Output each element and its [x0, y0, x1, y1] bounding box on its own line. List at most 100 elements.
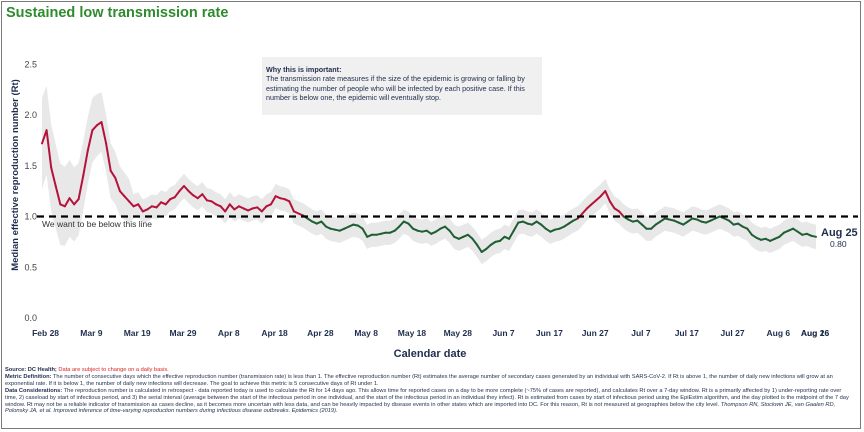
series-segment — [105, 142, 112, 172]
x-tick-label: Jul 7 — [631, 328, 651, 338]
series-segment — [361, 227, 369, 238]
metric-text: The number of consecutive days which the… — [5, 373, 833, 387]
series-segment — [137, 203, 144, 213]
x-tick-label: Jul 17 — [675, 328, 699, 338]
series-segment — [444, 225, 451, 232]
citation: Thompson RN, Stockwin JE, van Gaalen RD,… — [5, 401, 836, 415]
y-tick-label: 2.5 — [24, 59, 37, 69]
x-tick-label: Feb 28 — [32, 328, 59, 338]
source-note: Data are subject to change on a daily ba… — [58, 367, 169, 373]
x-tick-label: Apr 8 — [218, 328, 240, 338]
series-segment — [586, 203, 593, 210]
series-segment — [219, 205, 227, 213]
info-box-heading: Why this is important: — [266, 65, 342, 74]
data-text: The reproduction number is calculated in… — [5, 387, 849, 408]
data-label: Data Considerations: — [5, 387, 63, 394]
source-label: Source: DC Health; — [5, 367, 57, 373]
series-segment — [77, 174, 85, 201]
series-segment — [288, 200, 295, 213]
series-segment — [320, 220, 327, 228]
chart-footer: Source: DC Health; Data are subject to c… — [5, 367, 855, 415]
y-tick-label: 1.0 — [24, 212, 37, 222]
series-segment — [63, 197, 71, 208]
x-tick-label: May 18 — [398, 328, 427, 338]
series-segment — [590, 199, 598, 206]
series-segment — [810, 234, 817, 238]
series-segment — [650, 223, 657, 230]
series-segment — [595, 195, 602, 202]
x-tick-label: Aug 16 — [801, 328, 830, 338]
last-value-label: 0.80 — [830, 239, 847, 249]
series-segment — [270, 195, 277, 206]
series-segment — [448, 229, 456, 238]
info-box-body: The transmission rate measures if the si… — [266, 74, 525, 103]
series-segment — [636, 219, 643, 226]
last-date-label: Aug 25 — [821, 227, 858, 239]
series-segment — [256, 206, 263, 213]
series-segment — [41, 129, 48, 145]
series-segment — [155, 201, 163, 209]
series-segment — [196, 193, 204, 200]
series-segment — [512, 221, 520, 232]
chart-title: Sustained low transmission rate — [6, 5, 229, 21]
series-segment — [260, 205, 268, 213]
series-segment — [778, 231, 785, 238]
x-tick-label: Aug 6 — [767, 328, 791, 338]
x-tick-label: Apr 18 — [261, 328, 288, 338]
series-segment — [618, 210, 625, 218]
series-segment — [100, 121, 108, 145]
series-segment — [641, 223, 648, 230]
x-axis-title: Calendar date — [394, 348, 467, 360]
series-segment — [50, 166, 57, 187]
metric-label: Metric Definition: — [5, 373, 52, 380]
series-segment — [746, 227, 753, 236]
confidence-ribbon-layer — [42, 85, 816, 265]
series-segment — [73, 198, 80, 206]
series-segment — [471, 237, 479, 246]
series-segment — [164, 198, 172, 206]
x-tick-label: Aug 26 — [801, 328, 830, 338]
series-segment — [118, 190, 126, 198]
x-tick-label: Mar 29 — [170, 328, 197, 338]
y-tick-label: 1.5 — [24, 161, 37, 171]
footer-data: Data Considerations: The reproduction nu… — [5, 388, 855, 416]
series-segment — [54, 185, 62, 206]
series-segment — [91, 124, 98, 132]
x-tick-label: Apr 28 — [307, 328, 334, 338]
series-segment — [599, 190, 607, 198]
x-tick-label: Mar 19 — [124, 328, 151, 338]
series-segment — [123, 195, 130, 203]
series-segment — [228, 203, 236, 211]
y-axis-title: Median effective reproduction number (Rt… — [10, 79, 21, 271]
x-tick-label: Jun 7 — [492, 328, 514, 338]
series-segment — [109, 169, 117, 179]
x-tick-label: Jun 27 — [582, 328, 609, 338]
series-segment — [82, 149, 89, 177]
series-segment — [466, 233, 474, 240]
series-segment — [398, 220, 405, 228]
series-segment — [114, 176, 121, 193]
series-segment — [508, 229, 515, 240]
series-segment — [86, 129, 94, 152]
x-tick-label: Mar 9 — [80, 328, 102, 338]
threshold-label: We want to be below this line — [42, 219, 152, 229]
series-segment — [728, 219, 735, 226]
confidence-ribbon — [42, 85, 816, 265]
series-segment — [173, 190, 181, 199]
x-tick-label: May 28 — [444, 328, 473, 338]
series-line-layer — [41, 121, 817, 253]
series-segment — [604, 190, 611, 203]
series-segment — [178, 185, 185, 193]
series-segment — [581, 207, 588, 215]
footer-metric: Metric Definition: The number of consecu… — [5, 374, 855, 388]
x-tick-label: Jun 17 — [536, 328, 563, 338]
series-segment — [128, 200, 135, 208]
series-segment — [187, 190, 195, 197]
series-segment — [499, 235, 506, 242]
axis-layer: 0.0 0.5 1.0 1.5 2.0 2.5 Feb 28 Mar 9 Mar 19 Mar 2… — [24, 59, 829, 338]
y-tick-label: 0.0 — [24, 313, 37, 323]
info-box: Why this is important: The transmission … — [262, 57, 542, 115]
series-segment — [68, 197, 76, 206]
